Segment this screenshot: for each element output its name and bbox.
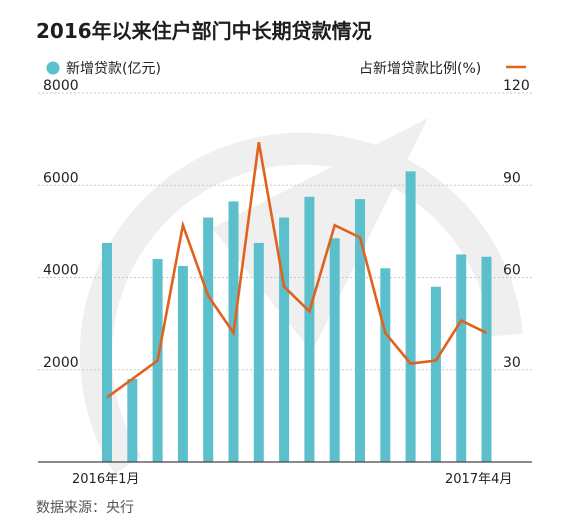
x-tick-start: 2016年1月 <box>72 472 139 487</box>
bar <box>279 217 290 462</box>
y-left-tick-label: 8000 <box>43 78 79 94</box>
y-right-tick-label: 30 <box>503 355 521 371</box>
y-right-tick-label: 120 <box>503 78 530 94</box>
bar <box>102 242 112 462</box>
watermark-logo <box>79 118 523 474</box>
bar <box>177 265 188 462</box>
bar <box>355 199 365 462</box>
watermark-triangle <box>212 118 428 352</box>
legend: 新增贷款(亿元) 占新增贷款比例(%) <box>46 61 526 77</box>
y-left-tick-label: 4000 <box>43 263 79 279</box>
bar <box>430 286 441 462</box>
bar <box>456 254 467 462</box>
y-axis-ticks: 2000 4000 6000 8000 30 60 90 120 <box>43 78 530 371</box>
y-left-tick-label: 6000 <box>43 170 79 186</box>
y-right-tick-label: 90 <box>503 170 521 186</box>
watermark-arc <box>79 132 523 474</box>
bar <box>405 171 416 462</box>
bar <box>203 217 214 462</box>
ratio-line <box>106 141 488 399</box>
legend-bar-label: 新增贷款(亿元) <box>66 61 161 77</box>
y-left-tick-label: 2000 <box>43 355 79 371</box>
bar <box>127 378 138 462</box>
bar <box>253 242 264 462</box>
bar <box>329 238 340 462</box>
y-right-tick-label: 60 <box>503 263 521 279</box>
x-tick-end: 2017年4月 <box>445 472 512 487</box>
legend-line-label: 占新增贷款比例(%) <box>359 61 481 77</box>
bar <box>481 256 492 462</box>
legend-bar-swatch <box>46 61 60 75</box>
bar <box>304 196 315 462</box>
chart-title: 2016年以来住户部门中长期贷款情况 <box>36 19 372 43</box>
source-note: 数据来源：央行 <box>36 500 134 516</box>
ratio-line-series <box>106 141 488 399</box>
bar <box>380 268 391 462</box>
